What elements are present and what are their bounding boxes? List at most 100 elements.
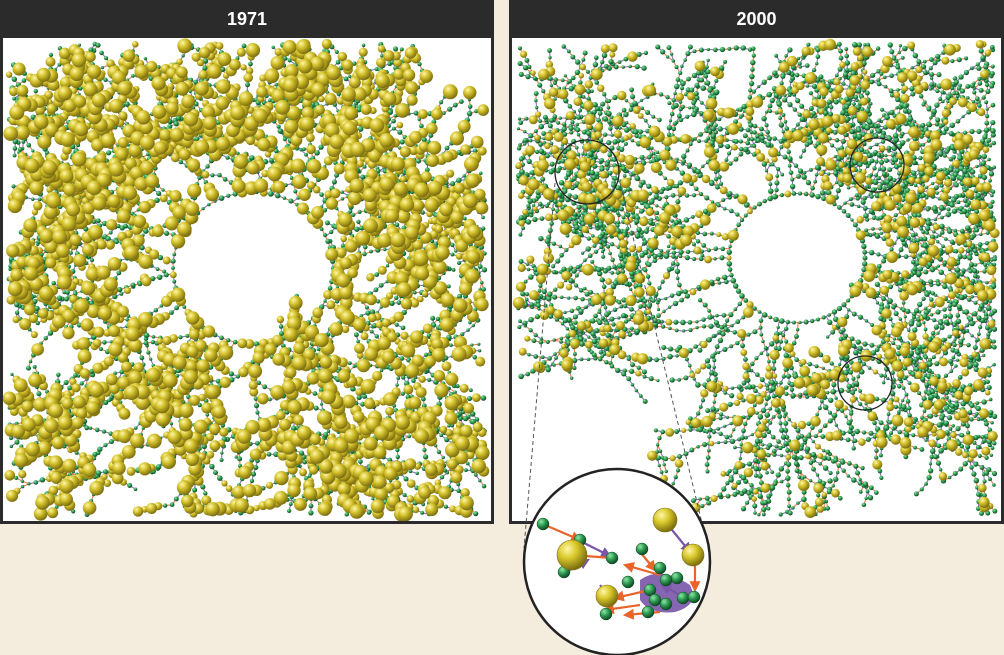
node-small [181,54,185,58]
node-small [255,410,260,415]
node-large [433,369,446,382]
node-small [322,432,329,438]
node-large [219,427,229,437]
node-large [314,104,325,115]
node-large [418,486,432,500]
node-large [341,59,354,71]
node-large [264,498,276,510]
node-small [12,153,17,158]
node-large [103,479,112,488]
node-large [91,138,105,152]
node-small [57,62,62,67]
node-small [444,145,450,151]
node-large [455,252,463,260]
node-small [143,332,150,339]
node-small [362,393,368,399]
node-large [333,163,345,175]
node-large [16,84,29,97]
node-large [105,219,118,231]
node-small [356,339,361,344]
node-large [93,326,105,338]
node-small [472,355,478,360]
node-small [101,429,107,434]
node-small [353,332,359,338]
node-small [14,310,20,315]
node-large [111,472,124,485]
node-small [197,175,202,180]
node-small [205,164,210,169]
node-small [428,352,432,357]
node-small [143,56,148,61]
node-small [63,380,69,386]
node-small [344,512,349,517]
node-small [443,504,449,509]
node-large [460,144,471,155]
node-small [377,214,382,219]
node-small [253,341,260,347]
node-small [478,349,482,353]
node-large [121,361,132,373]
node-large [306,371,320,385]
node-large [444,411,458,425]
node-large [330,188,341,199]
node-small [417,235,421,240]
node-small [225,155,230,160]
node-small [205,412,210,417]
node-small [249,478,255,484]
node-large [325,197,338,210]
node-small [170,258,176,264]
node-small [103,443,108,448]
node-small [326,429,331,433]
node-large [412,239,424,251]
node-small [235,151,240,156]
node-small [447,423,451,428]
node-large [176,58,183,66]
node-large [257,393,269,405]
node-large [348,76,361,89]
node-large [63,183,77,197]
node-small [407,434,412,439]
node-small [14,302,20,308]
node-large [336,247,347,258]
node-large [201,402,213,414]
node-large [400,298,413,310]
panel-title-1971: 1971 [3,0,491,38]
node-large [402,68,416,82]
node-small [357,209,362,215]
node-small [254,440,260,446]
node-large [446,169,455,178]
node-large [393,58,403,68]
node-large [80,318,94,332]
node-large [45,257,57,269]
node-large [34,105,46,116]
node-large [58,47,71,60]
node-small [213,470,219,476]
node-small [26,142,32,148]
node-small [97,446,103,452]
node-large [285,367,297,379]
node-large [399,146,411,158]
node-small [356,106,362,113]
node-small [335,59,341,65]
node-large [266,481,274,489]
node-small [109,439,114,445]
node-small [262,384,268,390]
node-small [31,149,35,153]
node-large [71,417,84,430]
node-small [329,229,334,235]
node-small [319,227,324,231]
node-small [415,471,419,476]
node-large [460,488,470,498]
node-large [340,235,348,243]
node-large [96,239,107,250]
node-large [337,51,348,62]
node-small [73,291,78,296]
node-small [362,251,367,257]
node-small [245,82,250,88]
node-small [88,47,94,53]
node-large [425,122,438,135]
node-large [299,468,308,477]
node-large [132,234,145,247]
node-large [12,316,20,324]
node-small [106,150,112,156]
